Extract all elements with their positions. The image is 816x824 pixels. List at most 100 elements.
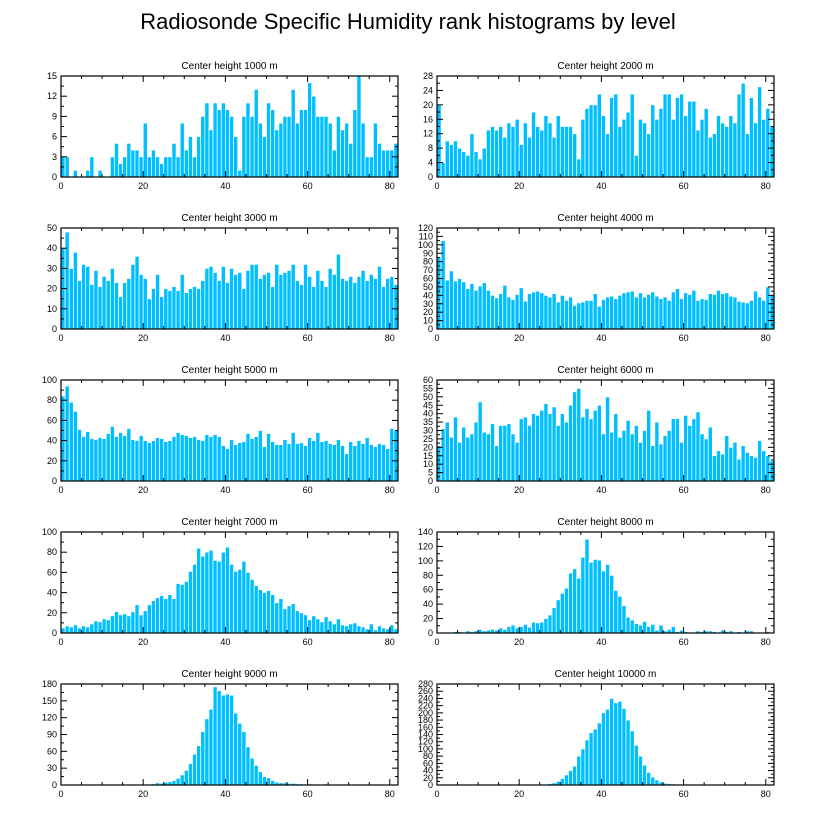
histogram-bar <box>518 418 524 482</box>
histogram-bar <box>547 413 553 482</box>
histogram-bar <box>679 93 684 178</box>
histogram-bar <box>736 93 742 178</box>
histogram-bar <box>352 282 358 330</box>
histogram-bar <box>89 156 95 178</box>
y-tick-label: 90 <box>47 730 57 740</box>
x-tick-label: 40 <box>596 181 606 191</box>
x-tick-label: 20 <box>514 789 524 799</box>
histogram-bar <box>555 115 561 178</box>
histogram-bar <box>171 598 177 634</box>
histogram-bar <box>514 441 520 482</box>
histogram-bar <box>666 93 672 178</box>
x-tick-label: 20 <box>138 485 148 495</box>
histogram-bar <box>490 126 495 178</box>
histogram-bar <box>658 298 664 330</box>
histogram-bar <box>761 450 767 482</box>
x-tick-label: 80 <box>385 333 395 343</box>
histogram-bar <box>506 296 512 330</box>
x-tick-label: 40 <box>220 181 230 191</box>
x-tick-label: 80 <box>761 637 771 647</box>
y-tick-label: 80 <box>423 257 433 267</box>
histogram-bar <box>303 445 308 482</box>
histogram-bar <box>572 765 578 786</box>
histogram-bar <box>192 156 197 178</box>
histogram-bar <box>642 122 647 178</box>
histogram-bar <box>204 551 210 634</box>
histogram-bar <box>171 286 177 330</box>
histogram-panel-5: Center height 5000 m 0 20 40 60 80 0 20 40 60 80 10… <box>42 365 399 495</box>
histogram-bar <box>527 136 532 178</box>
histogram-bar <box>200 280 206 330</box>
histogram-bar <box>584 408 590 482</box>
histogram-bar <box>477 158 483 178</box>
histogram-bar <box>220 551 226 634</box>
histogram-bar <box>319 621 325 634</box>
histogram-bar <box>245 746 251 786</box>
histogram-bar <box>744 452 750 482</box>
histogram-bar <box>249 579 255 634</box>
histogram-bar <box>266 102 271 178</box>
histogram-bar <box>352 445 358 482</box>
histogram-bar <box>601 299 606 330</box>
histogram-panel-7: Center height 7000 m 0 20 40 60 80 0 20 40 60 80 10… <box>42 517 399 647</box>
histogram-bar <box>724 435 730 482</box>
x-tick-label: 80 <box>385 485 395 495</box>
histogram-bar <box>654 295 660 330</box>
panel-title: Center height 4000 m <box>557 213 653 224</box>
histogram-bar <box>679 441 684 482</box>
histogram-bar <box>290 603 296 634</box>
histogram-bar <box>666 430 672 482</box>
histogram-bar <box>490 423 495 482</box>
histogram-bar <box>253 765 259 786</box>
histogram-bar <box>155 274 160 330</box>
histogram-bar <box>551 406 557 482</box>
x-tick-label: 40 <box>596 333 606 343</box>
histogram-bar <box>633 425 639 482</box>
histogram-bar <box>237 722 243 786</box>
y-tick-label: 50 <box>423 282 433 292</box>
histogram-bar <box>364 280 370 330</box>
histogram-bar <box>596 559 602 634</box>
histogram-bar <box>97 169 103 178</box>
histogram-bar <box>646 409 652 482</box>
y-tick-label: 120 <box>418 223 433 233</box>
histogram-bar <box>506 423 512 482</box>
histogram-bar <box>564 300 569 330</box>
histogram-bar <box>605 133 610 178</box>
x-tick-label: 40 <box>220 637 230 647</box>
y-tick-label: 55 <box>423 383 433 393</box>
histogram-bar <box>237 272 243 330</box>
histogram-bar <box>522 623 528 634</box>
histogram-bar <box>469 133 475 178</box>
histogram-bar <box>307 619 313 634</box>
histogram-bar <box>146 298 152 330</box>
x-tick-label: 60 <box>679 485 689 495</box>
histogram-bar <box>299 442 304 482</box>
histogram-bar <box>753 122 758 178</box>
histogram-bar <box>539 129 545 178</box>
histogram-bar <box>138 156 144 178</box>
histogram-bar <box>444 140 450 178</box>
x-tick-label: 20 <box>138 789 148 799</box>
histogram-bar <box>307 276 313 330</box>
histogram-bar <box>580 118 586 178</box>
histogram-bar <box>159 296 165 330</box>
histogram-bar <box>216 109 222 178</box>
histogram-bar <box>138 274 144 330</box>
histogram-bar <box>716 115 721 178</box>
histogram-bar <box>461 281 467 330</box>
y-tick-label: 15 <box>47 71 57 81</box>
histogram-bar <box>753 290 758 330</box>
histogram-bar <box>389 276 395 330</box>
histogram-bar <box>613 93 619 178</box>
histogram-bar <box>576 158 582 178</box>
histogram-bar <box>336 253 341 330</box>
histogram-bar <box>687 425 693 482</box>
histogram-bar <box>126 615 132 634</box>
histogram-bar <box>179 434 185 482</box>
histogram-bar <box>319 116 325 178</box>
histogram-bar <box>286 270 292 330</box>
histogram-bar <box>703 299 709 330</box>
histogram-bar <box>118 163 124 178</box>
histogram-bar <box>72 251 78 330</box>
